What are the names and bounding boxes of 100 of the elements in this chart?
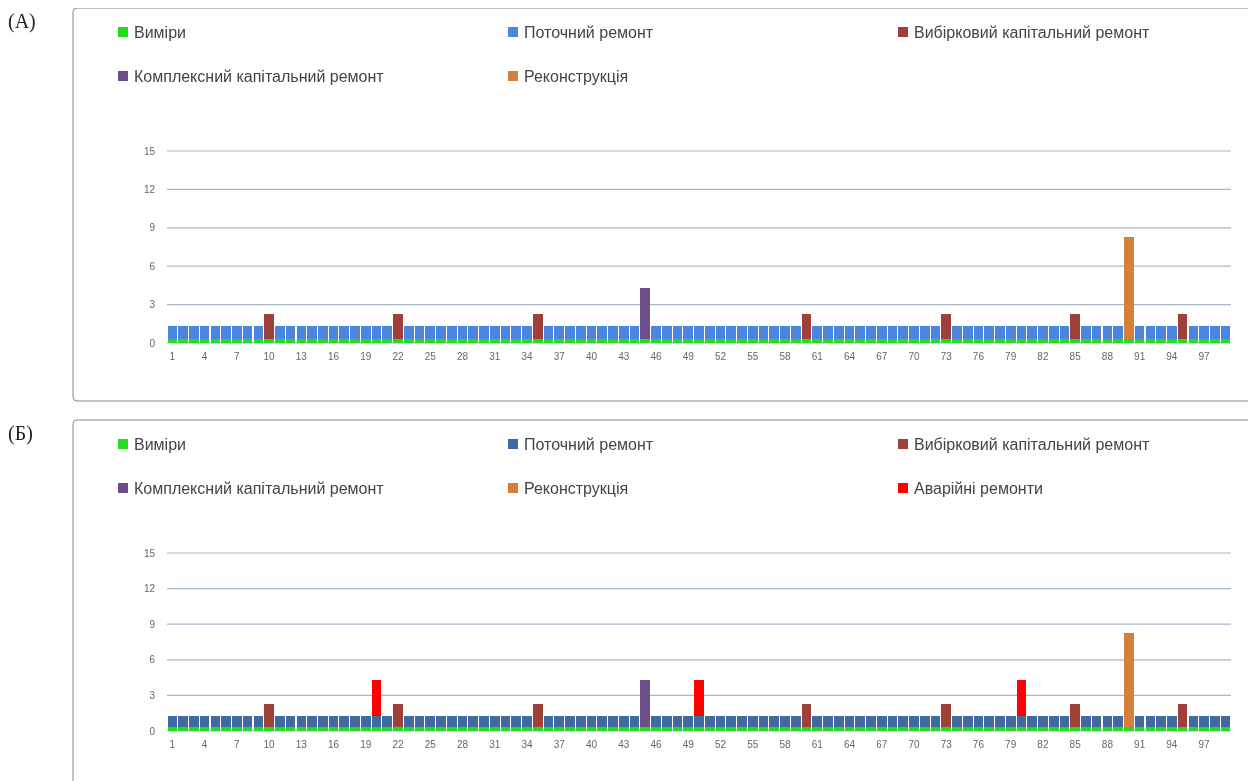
x-tick-label: 97 — [1198, 739, 1211, 750]
x-tick-label: 7 — [234, 739, 241, 750]
x-tick-label: 40 — [585, 351, 598, 362]
x-tick-label: 28 — [456, 351, 469, 362]
bar — [941, 703, 952, 728]
x-tick-label: 55 — [747, 351, 759, 362]
legend-label: Виміри — [134, 23, 186, 41]
x-tick-label: 91 — [1134, 351, 1146, 362]
bar — [694, 679, 704, 716]
bar — [1070, 313, 1080, 340]
x-tick-label: 4 — [201, 739, 208, 750]
y-tick-label: 0 — [149, 337, 156, 349]
x-tick-label: 34 — [521, 351, 534, 362]
bar — [1177, 703, 1188, 728]
bar — [532, 703, 543, 728]
x-tick-label: 40 — [585, 739, 598, 750]
bar — [1124, 632, 1134, 728]
bar — [393, 703, 403, 728]
x-tick-label: 49 — [682, 351, 695, 362]
legend-label: Поточний ремонт — [524, 435, 654, 453]
legend-label: Реконструкція — [524, 479, 629, 497]
bar — [1124, 236, 1134, 340]
x-tick-label: 94 — [1166, 351, 1178, 362]
x-tick-label: 22 — [392, 739, 405, 750]
x-tick-label: 43 — [618, 739, 630, 750]
x-tick-label: 19 — [360, 739, 372, 750]
x-tick-label: 37 — [553, 351, 566, 362]
x-tick-label: 55 — [747, 739, 759, 750]
x-tick-label: 61 — [811, 739, 824, 750]
x-tick-label: 70 — [908, 739, 920, 750]
x-tick-label: 76 — [972, 739, 985, 750]
x-tick-label: 76 — [972, 351, 985, 362]
chart-title: (А) — [8, 10, 36, 33]
x-tick-label: 67 — [876, 739, 888, 750]
x-tick-label: 52 — [714, 351, 727, 362]
x-tick-label: 58 — [779, 739, 791, 750]
x-tick-label: 64 — [843, 351, 856, 362]
x-tick-label: 31 — [489, 739, 501, 750]
bar — [801, 703, 812, 728]
x-tick-label: 37 — [553, 739, 566, 750]
x-tick-label: 13 — [295, 351, 308, 362]
bar — [801, 313, 812, 340]
y-tick-label: 6 — [149, 654, 156, 666]
x-tick-label: 16 — [328, 351, 340, 362]
bar — [941, 313, 952, 340]
x-tick-label: 10 — [263, 351, 276, 362]
x-tick-label: 97 — [1198, 351, 1211, 362]
x-tick-label: 58 — [779, 351, 791, 362]
y-tick-label: 15 — [143, 145, 156, 157]
x-tick-label: 82 — [1037, 351, 1049, 362]
bar — [264, 313, 274, 340]
legend-label: Поточний ремонт — [524, 23, 654, 41]
x-tick-label: 22 — [392, 351, 405, 362]
y-tick-label: 3 — [149, 299, 156, 311]
y-tick-label: 15 — [143, 547, 156, 559]
x-tick-label: 28 — [456, 739, 469, 750]
bar — [1070, 703, 1080, 728]
x-tick-label: 52 — [714, 739, 727, 750]
x-tick-label: 79 — [1005, 351, 1017, 362]
y-tick-label: 9 — [149, 618, 156, 630]
legend-label: Реконструкція — [524, 67, 629, 85]
x-tick-label: 46 — [650, 351, 663, 362]
x-tick-label: 88 — [1101, 351, 1114, 362]
x-tick-label: 16 — [328, 739, 340, 750]
x-tick-label: 91 — [1134, 739, 1146, 750]
legend-label: Комплексний капітальний ремонт — [134, 479, 385, 497]
x-tick-label: 25 — [424, 351, 437, 362]
bar — [1016, 679, 1027, 716]
x-tick-label: 79 — [1005, 739, 1017, 750]
chart-title: (Б) — [8, 422, 33, 445]
bar — [532, 313, 543, 340]
bar — [640, 287, 651, 340]
y-tick-label: 6 — [149, 260, 156, 272]
x-tick-label: 88 — [1101, 739, 1114, 750]
legend-label: Комплексний капітальний ремонт — [134, 67, 385, 85]
x-tick-label: 73 — [940, 351, 953, 362]
y-tick-label: 0 — [149, 725, 156, 737]
x-tick-label: 82 — [1037, 739, 1049, 750]
x-tick-label: 43 — [618, 351, 630, 362]
y-tick-label: 9 — [149, 222, 156, 234]
legend-label: Виміри — [134, 435, 186, 453]
x-tick-label: 61 — [811, 351, 824, 362]
x-tick-label: 13 — [295, 739, 308, 750]
x-tick-label: 67 — [876, 351, 888, 362]
x-tick-label: 94 — [1166, 739, 1178, 750]
bar — [264, 703, 274, 728]
x-tick-label: 85 — [1069, 351, 1082, 362]
x-tick-label: 31 — [489, 351, 501, 362]
y-tick-label: 12 — [143, 583, 156, 595]
legend-label: Вибірковий капітальний ремонт — [914, 435, 1150, 453]
x-tick-label: 64 — [843, 739, 856, 750]
bar — [253, 326, 264, 340]
x-tick-label: 34 — [521, 739, 534, 750]
x-tick-label: 46 — [650, 739, 663, 750]
x-tick-label: 70 — [908, 351, 920, 362]
x-tick-label: 1 — [169, 351, 176, 362]
legend-label: Вибірковий капітальний ремонт — [914, 23, 1150, 41]
x-tick-label: 49 — [682, 739, 695, 750]
x-tick-label: 85 — [1069, 739, 1082, 750]
legend-label: Аварійні ремонти — [914, 479, 1043, 497]
